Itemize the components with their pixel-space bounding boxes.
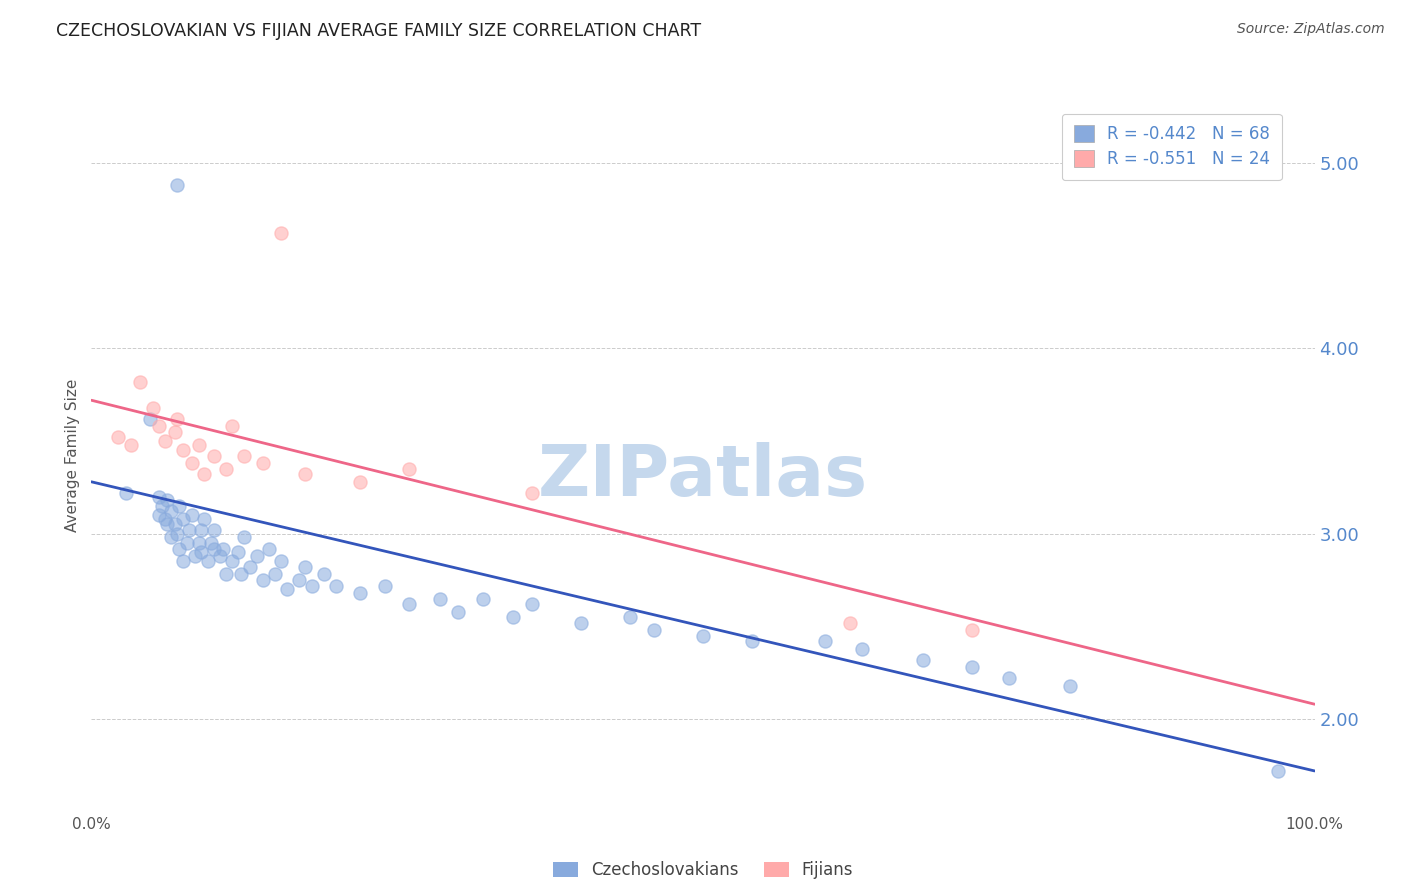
Point (814, 634, 837, 648)
Point (264, 567, 287, 582)
Point (692, 629, 714, 643)
Point (998, 671, 1021, 685)
Point (233, 530, 256, 544)
Point (107, 430, 129, 444)
Text: ZIPatlas: ZIPatlas (538, 442, 868, 511)
Point (312, 567, 335, 582)
Point (245, 549, 267, 563)
Point (569, 615, 592, 630)
Point (114, 486, 136, 500)
Point (176, 536, 198, 550)
Point (374, 578, 396, 592)
Point (188, 536, 211, 550)
Point (301, 578, 323, 592)
Point (270, 227, 292, 241)
Point (153, 434, 176, 448)
Point (200, 536, 222, 550)
Point (172, 512, 194, 526)
Point (502, 610, 524, 624)
Point (325, 578, 347, 592)
Point (520, 486, 543, 500)
Point (190, 523, 212, 537)
Point (643, 623, 665, 637)
Point (202, 449, 225, 463)
Point (520, 597, 543, 611)
Point (160, 504, 183, 518)
Point (229, 567, 252, 582)
Point (148, 490, 170, 504)
Point (163, 517, 186, 532)
Point (1267, 764, 1289, 778)
Point (294, 467, 316, 482)
Point (166, 178, 188, 193)
Point (398, 597, 420, 611)
Point (197, 554, 219, 568)
Point (156, 493, 179, 508)
Point (169, 499, 191, 513)
Point (202, 541, 225, 556)
Point (120, 438, 142, 452)
Point (180, 508, 202, 523)
Point (619, 610, 641, 624)
Point (163, 425, 186, 439)
Point (180, 456, 202, 470)
Point (912, 653, 935, 667)
Point (188, 438, 211, 452)
Point (141, 401, 163, 415)
Point (349, 475, 371, 489)
Y-axis label: Average Family Size: Average Family Size (65, 378, 80, 532)
Point (139, 411, 162, 425)
Point (215, 462, 238, 476)
Point (166, 526, 188, 541)
Point (166, 411, 188, 425)
Point (221, 419, 243, 434)
Point (160, 530, 183, 544)
Point (471, 591, 494, 606)
Point (215, 567, 238, 582)
Point (208, 549, 231, 563)
Point (239, 560, 262, 574)
Point (172, 554, 194, 568)
Point (202, 523, 225, 537)
Point (179, 523, 201, 537)
Point (212, 541, 235, 556)
Point (156, 517, 179, 532)
Point (429, 591, 451, 606)
Point (193, 467, 215, 482)
Legend: Czechoslovakians, Fijians: Czechoslovakians, Fijians (546, 855, 860, 886)
Text: CZECHOSLOVAKIAN VS FIJIAN AVERAGE FAMILY SIZE CORRELATION CHART: CZECHOSLOVAKIAN VS FIJIAN AVERAGE FAMILY… (56, 22, 702, 40)
Point (150, 499, 173, 513)
Point (221, 554, 243, 568)
Point (226, 545, 249, 559)
Point (1059, 679, 1081, 693)
Point (129, 375, 152, 389)
Point (190, 545, 212, 559)
Point (294, 560, 316, 574)
Point (838, 615, 860, 630)
Point (398, 462, 420, 476)
Point (148, 508, 170, 523)
Point (252, 456, 274, 470)
Point (233, 449, 256, 463)
Point (960, 660, 983, 674)
Point (276, 582, 298, 597)
Point (172, 443, 194, 458)
Point (349, 586, 371, 600)
Point (252, 573, 274, 587)
Point (288, 573, 311, 587)
Point (193, 512, 215, 526)
Point (960, 623, 983, 637)
Point (184, 549, 207, 563)
Point (447, 605, 470, 619)
Point (148, 419, 170, 434)
Point (741, 634, 763, 648)
Point (270, 554, 292, 568)
Point (153, 512, 176, 526)
Point (257, 541, 280, 556)
Point (851, 641, 873, 656)
Text: Source: ZipAtlas.com: Source: ZipAtlas.com (1237, 22, 1385, 37)
Point (169, 541, 191, 556)
